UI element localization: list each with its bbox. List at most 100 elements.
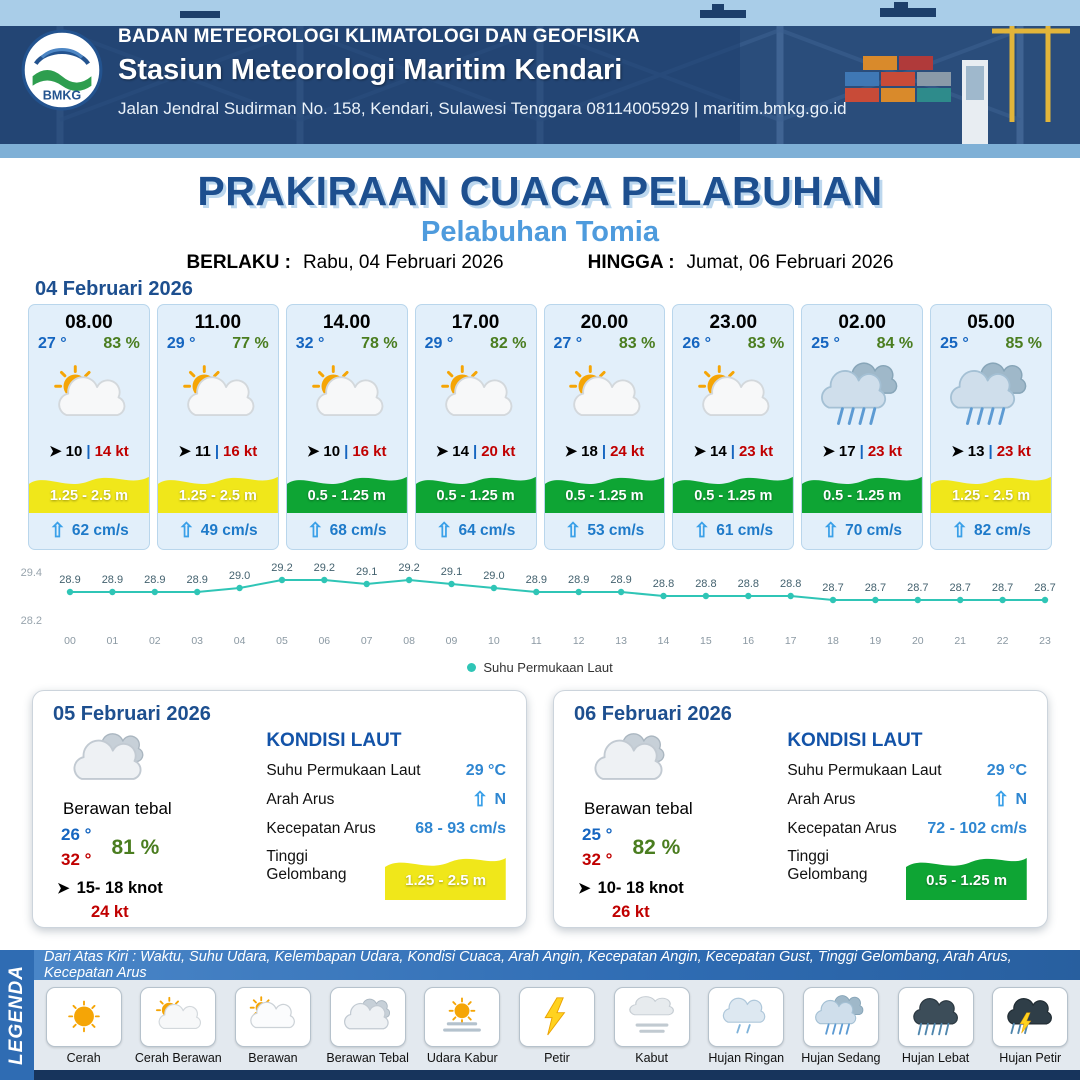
forecast-time: 02.00 [838, 312, 886, 333]
wave-height-value: 1.25 - 2.5 m [405, 872, 487, 889]
wind-row: ➤ 10 | 16 kt [287, 438, 407, 466]
validity-line: BERLAKU : Rabu, 04 Februari 2026 HINGGA … [0, 252, 1080, 274]
svg-text:04: 04 [234, 635, 246, 647]
wind-gust: 23 kt [867, 443, 903, 461]
forecast-card: 05.00 25 ° 85 % ➤ 13 | 23 kt 1.25 - 2.5 … [930, 304, 1052, 550]
legend-weather-icon [613, 987, 690, 1047]
humidity: 82 % [490, 335, 527, 352]
legend-item-label: Hujan Lebat [901, 1051, 970, 1065]
legend-weather-icon [234, 987, 311, 1047]
current-row: ⇧ 64 cm/s [416, 513, 536, 549]
legend-sidebar: LEGENDA [0, 950, 34, 1080]
forecast-time: 17.00 [451, 312, 500, 333]
legend-info: Dari Atas Kiri : Waktu, Suhu Udara, Kele… [34, 949, 1080, 981]
wind-speed: 14 [452, 443, 469, 461]
weather-icon [287, 357, 407, 438]
current-direction-icon: ⇧ [951, 520, 968, 543]
wind-direction-icon: ➤ [578, 880, 591, 897]
wind-gust: 20 kt [481, 443, 516, 461]
sea-conditions-heading: KONDISI LAUT [266, 730, 402, 751]
wave-shape-icon [157, 476, 278, 514]
svg-text:09: 09 [446, 635, 458, 647]
forecast-card: 08.00 27 ° 83 % ➤ 10 | 14 kt 1.25 - 2.5 … [28, 304, 150, 550]
wave-shape-icon [931, 476, 1051, 514]
svg-text:28.9: 28.9 [526, 574, 547, 586]
air-temperature: 32 ° [295, 335, 325, 352]
legend-item: Udara Kabur [417, 987, 507, 1065]
svg-text:14: 14 [658, 635, 670, 647]
legend-weather-icon [45, 987, 122, 1047]
svg-text:21: 21 [954, 635, 966, 647]
agency-name: BADAN METEOROLOGI KLIMATOLOGI DAN GEOFIS… [118, 26, 641, 47]
legend-item: Petir [512, 987, 602, 1065]
wind-row: ➤ 14 | 23 kt [673, 438, 793, 466]
wind-range: 10- 18 knot [597, 879, 684, 897]
header: BMKG BADAN METEOROLOGI KLIMATOLOGI DAN G… [0, 0, 1080, 158]
weather-icon [673, 357, 793, 438]
wind-separator: | [86, 443, 91, 461]
svg-text:03: 03 [191, 635, 203, 647]
current-direction-icon: ⇧ [177, 520, 195, 543]
forecast-card: 02.00 25 ° 84 % ➤ 17 | 23 kt 0.5 - 1.25 … [801, 304, 924, 550]
forecast-card: 20.00 27 ° 83 % ➤ 18 | 24 kt 0.5 - 1.25 … [543, 304, 666, 550]
current-dir-label: Arah Arus [266, 791, 335, 808]
humidity: 84 % [876, 335, 914, 352]
svg-text:28.7: 28.7 [949, 582, 970, 594]
svg-text:29.2: 29.2 [271, 562, 292, 574]
wind-gust: 26 kt [612, 903, 650, 921]
station-address: Jalan Jendral Sudirman No. 158, Kendari,… [118, 99, 847, 118]
weather-icon [931, 357, 1051, 438]
wind-gust: 23 kt [738, 443, 774, 461]
wave-height-value: 0.5 - 1.25 m [823, 487, 902, 504]
current-row: ⇧ 49 cm/s [158, 513, 278, 549]
humidity: 81 % [111, 835, 160, 859]
legend-item: Hujan Lebat [891, 987, 981, 1065]
wind-row: ➤ 18 | 24 kt [545, 438, 665, 466]
forecast-time: 05.00 [967, 312, 1015, 333]
condition-label: Berawan tebal [584, 799, 693, 818]
cloud-icon [574, 728, 773, 799]
legend-title: LEGENDA [6, 965, 27, 1065]
wave-shape-icon [415, 476, 536, 514]
wind-row: ➤ 14 | 20 kt [416, 438, 536, 466]
current-direction-icon: ⇧ [471, 789, 489, 811]
svg-text:29.1: 29.1 [356, 566, 377, 578]
legend-item-label: Cerah [66, 1051, 101, 1065]
logo-text: BMKG [43, 88, 82, 102]
wind-direction-icon: ➤ [435, 443, 449, 461]
page-title: PRAKIRAAN CUACA PELABUHAN [197, 168, 883, 214]
weather-icon [158, 357, 278, 438]
current-row: ⇧ 53 cm/s [545, 513, 665, 549]
sst-label: Suhu Permukaan Laut [266, 762, 421, 779]
current-speed-value: 68 - 93 cm/s [415, 820, 506, 837]
legend-item: Kabut [607, 987, 697, 1065]
current-direction-icon: ⇧ [306, 520, 324, 543]
svg-text:02: 02 [149, 635, 161, 647]
svg-text:28.9: 28.9 [102, 574, 123, 586]
wind-speed: 11 [194, 443, 211, 461]
svg-text:28.8: 28.8 [780, 578, 801, 590]
wave-height-value: 0.5 - 1.25 m [436, 487, 515, 504]
wind-separator: | [730, 443, 735, 461]
forecast-time: 11.00 [194, 312, 242, 333]
legend-item-label: Cerah Berawan [134, 1051, 222, 1065]
bmkg-logo: BMKG [20, 28, 104, 112]
wind-gust: 24 kt [91, 903, 129, 921]
port-name: Pelabuhan Tomia [421, 216, 659, 248]
svg-text:28.7: 28.7 [1034, 582, 1055, 594]
wave-label: Tinggi Gelombang [787, 848, 868, 883]
harbor-illustration [0, 0, 1080, 158]
wind-separator: | [344, 443, 349, 461]
legend-weather-icon [518, 987, 595, 1047]
current-dir-value: N [494, 791, 506, 808]
air-temperature: 27 ° [553, 335, 583, 352]
current-dir-value: N [1015, 791, 1027, 808]
legend-weather-icon [424, 987, 501, 1047]
wind-gust: 14 kt [94, 443, 129, 461]
wave-height-band: 1.25 - 2.5 m [157, 468, 278, 514]
current-dir-label: Arah Arus [787, 791, 856, 808]
wave-height-value: 0.5 - 1.25 m [926, 872, 1008, 889]
legend-item-label: Kabut [635, 1051, 668, 1065]
wave-shape-icon [385, 858, 506, 900]
svg-text:28.7: 28.7 [822, 582, 843, 594]
